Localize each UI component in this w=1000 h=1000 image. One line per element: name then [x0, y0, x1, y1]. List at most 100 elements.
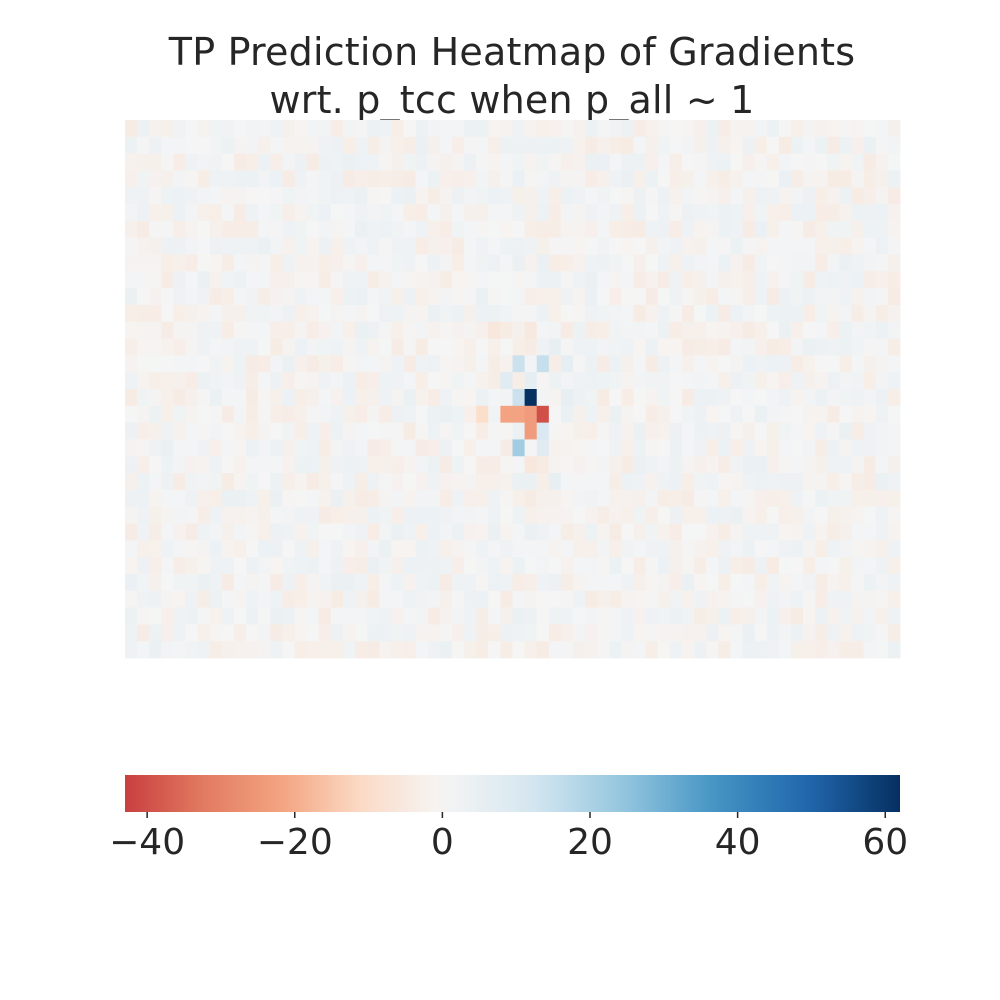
heatmap-cell	[173, 153, 186, 171]
heatmap-cell	[270, 607, 283, 625]
heatmap-cell	[488, 304, 501, 323]
heatmap-cell	[282, 439, 295, 457]
heatmap-cell	[573, 204, 586, 222]
heatmap-cell	[536, 204, 550, 222]
heatmap-cell	[863, 489, 877, 508]
heatmap-cell	[609, 557, 622, 575]
heatmap-cell	[827, 624, 840, 642]
heatmap-cell	[488, 355, 501, 373]
heatmap-cell	[173, 271, 186, 289]
heatmap-cell	[754, 204, 768, 222]
heatmap-cell	[694, 422, 707, 440]
heatmap-cell	[161, 136, 174, 155]
heatmap-cell	[391, 557, 404, 575]
heatmap-cell	[548, 389, 562, 407]
heatmap-cell	[342, 506, 356, 524]
heatmap-cell	[875, 338, 889, 356]
heatmap-cell	[682, 120, 695, 138]
heatmap-cell	[379, 439, 392, 457]
heatmap-cell	[851, 473, 865, 491]
heatmap-cell	[427, 237, 441, 255]
heatmap-cell	[149, 136, 162, 155]
heatmap-cell	[645, 237, 659, 255]
heatmap-cell	[282, 153, 295, 171]
heatmap-cell	[621, 557, 634, 575]
colorbar-gradient	[125, 775, 900, 812]
heatmap-cell	[524, 304, 538, 323]
heatmap-cell	[451, 607, 465, 625]
heatmap-cell	[355, 338, 368, 356]
heatmap-cell	[766, 136, 780, 155]
heatmap-cell	[863, 439, 877, 457]
heatmap-cell	[137, 473, 150, 491]
heatmap-cell	[415, 590, 429, 608]
heatmap-cell	[330, 540, 344, 558]
heatmap-cell	[233, 304, 247, 323]
heatmap-cell	[669, 473, 683, 491]
heatmap-cell	[851, 254, 865, 272]
heatmap-cell	[706, 220, 719, 239]
heatmap-cell	[512, 624, 526, 642]
heatmap-cell	[270, 237, 283, 255]
heatmap-cell	[342, 489, 356, 508]
heatmap-cell	[403, 120, 417, 138]
heatmap-cell	[318, 170, 332, 188]
heatmap-cell	[318, 187, 332, 205]
heatmap-cell	[621, 439, 634, 457]
heatmap-cell	[427, 120, 441, 138]
heatmap-cell	[342, 641, 356, 659]
heatmap-cell	[694, 120, 707, 138]
heatmap-cell	[355, 607, 368, 625]
heatmap-cell	[754, 220, 768, 239]
heatmap-cell	[621, 288, 634, 306]
heatmap-cell	[451, 405, 465, 424]
heatmap-cell	[754, 321, 768, 339]
heatmap-cell	[633, 187, 647, 205]
heatmap-cell	[233, 271, 247, 289]
heatmap-cell	[573, 489, 586, 508]
heatmap-cell	[161, 506, 174, 524]
heatmap-cell	[330, 573, 344, 592]
heatmap-cell	[621, 237, 634, 255]
heatmap-cell	[694, 489, 707, 508]
heatmap-cell	[875, 170, 889, 188]
heatmap-cell	[221, 204, 235, 222]
heatmap-cell	[633, 489, 647, 508]
heatmap-cell	[536, 271, 550, 289]
heatmap-cell	[282, 338, 295, 356]
heatmap-cell	[246, 237, 259, 255]
heatmap-cell	[258, 220, 271, 239]
heatmap-cell	[209, 288, 223, 306]
heatmap-cell	[246, 389, 259, 407]
heatmap-cell	[500, 170, 513, 188]
heatmap-cell	[730, 237, 743, 255]
heatmap-cell	[209, 237, 223, 255]
heatmap-cell	[754, 187, 768, 205]
heatmap-cell	[803, 120, 816, 138]
heatmap-cell	[488, 422, 501, 440]
heatmap-cell	[137, 187, 150, 205]
heatmap-cell	[415, 473, 429, 491]
heatmap-cell	[827, 153, 840, 171]
heatmap-cell	[294, 540, 308, 558]
heatmap-cell	[839, 288, 852, 306]
heatmap-cell	[367, 607, 380, 625]
heatmap-cell	[330, 557, 344, 575]
heatmap-cell	[367, 590, 380, 608]
heatmap-cell	[306, 204, 320, 222]
heatmap-cell	[694, 170, 707, 188]
heatmap-cell	[839, 254, 852, 272]
heatmap-cell	[294, 271, 308, 289]
heatmap-cell	[137, 523, 150, 541]
heatmap-cell	[778, 506, 792, 524]
heatmap-cell	[718, 355, 731, 373]
heatmap-cell	[391, 271, 404, 289]
heatmap-cell	[839, 422, 852, 440]
heatmap-cell	[161, 641, 174, 659]
heatmap-cell	[173, 355, 186, 373]
heatmap-cell	[839, 304, 852, 323]
heatmap-cell	[597, 187, 610, 205]
heatmap-cell	[464, 624, 477, 642]
heatmap-cell	[754, 271, 768, 289]
heatmap-cell	[645, 405, 659, 424]
